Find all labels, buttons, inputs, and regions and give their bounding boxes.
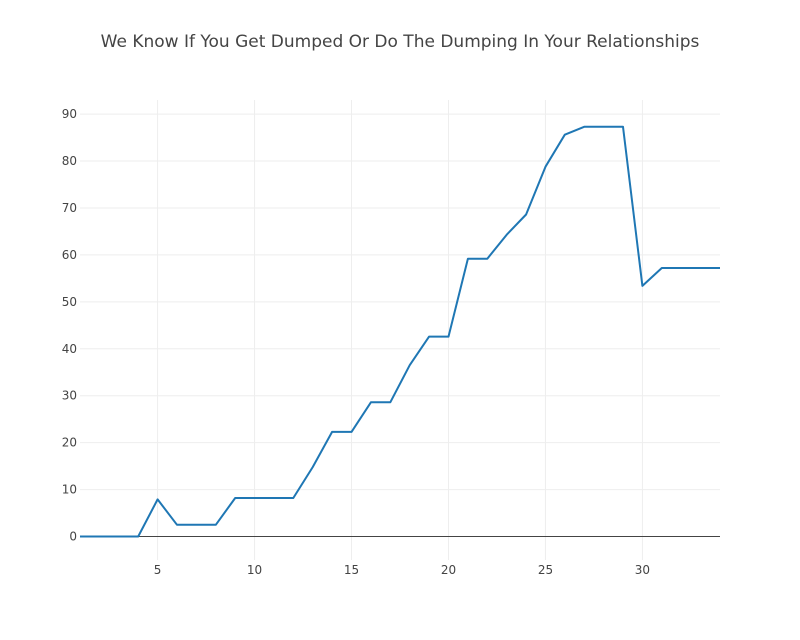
y-tick-label: 50 — [62, 295, 77, 309]
y-tick-label: 30 — [62, 389, 77, 403]
x-tick-label: 25 — [538, 563, 553, 577]
series-lines — [80, 125, 720, 538]
x-axis-ticks: 5 10 15 20 25 30 — [154, 563, 650, 577]
x-tick-label: 20 — [441, 563, 456, 577]
y-tick-label: 60 — [62, 248, 77, 262]
x-tick-label: 30 — [635, 563, 650, 577]
y-tick-label: 40 — [62, 342, 77, 356]
grid-lines — [80, 100, 720, 560]
y-tick-label: 20 — [62, 436, 77, 450]
y-axis-ticks: 0 10 20 30 40 50 60 70 80 90 — [62, 107, 77, 543]
y-tick-label: 70 — [62, 201, 77, 215]
x-tick-label: 10 — [247, 563, 262, 577]
chart-title: We Know If You Get Dumped Or Do The Dump… — [100, 32, 700, 52]
series-line — [80, 125, 720, 538]
y-tick-label: 80 — [62, 154, 77, 168]
y-tick-label: 10 — [62, 483, 77, 497]
x-tick-label: 5 — [154, 563, 162, 577]
y-tick-label: 90 — [62, 107, 77, 121]
x-tick-label: 15 — [344, 563, 359, 577]
y-tick-label: 0 — [69, 530, 77, 544]
